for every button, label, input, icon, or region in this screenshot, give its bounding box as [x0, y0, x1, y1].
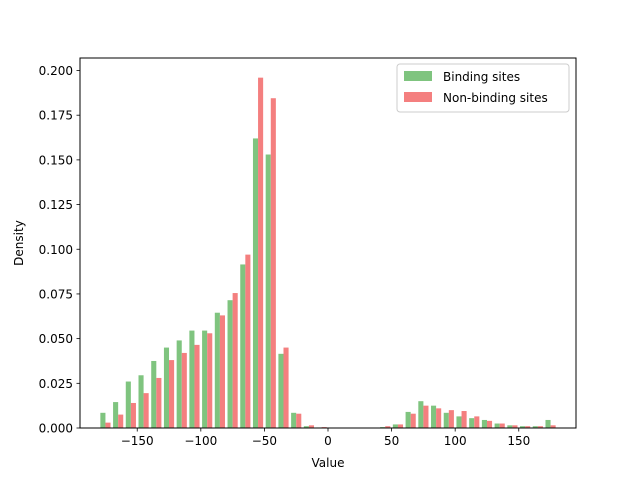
bar-non-binding-sites	[512, 425, 518, 428]
bar-non-binding-sites	[436, 408, 442, 428]
bar-non-binding-sites	[499, 423, 505, 428]
bar-non-binding-sites	[169, 360, 175, 428]
bar-binding-sites	[443, 412, 449, 428]
bar-non-binding-sites	[143, 393, 149, 428]
bar-binding-sites	[481, 419, 487, 428]
bar-binding-sites	[163, 347, 170, 428]
bar-binding-sites	[100, 412, 106, 428]
y-tick-label: 0.125	[39, 198, 73, 212]
bar-non-binding-sites	[397, 424, 404, 428]
bar-non-binding-sites	[270, 98, 276, 428]
bar-binding-sites	[227, 300, 233, 428]
y-tick-label: 0.075	[39, 287, 73, 301]
bar-binding-sites	[303, 426, 309, 428]
y-axis: 0.000 0.025 0.050 0.075 0.100 0.125 0.150 0.175…	[39, 64, 80, 436]
x-tick-label: −50	[252, 434, 277, 448]
bar-binding-sites	[113, 402, 119, 428]
x-tick-label: 150	[507, 434, 530, 448]
bar-non-binding-sites	[461, 411, 467, 428]
bar-non-binding-sites	[410, 413, 416, 428]
bar-binding-sites	[431, 405, 437, 428]
bar-non-binding-sites	[118, 414, 124, 428]
bar-binding-sites	[151, 360, 157, 428]
bar-binding-sites	[520, 426, 526, 428]
bar-binding-sites	[138, 375, 144, 428]
bar-binding-sites	[202, 330, 208, 428]
x-tick-label: −100	[184, 434, 217, 448]
y-tick-label: 0.175	[39, 109, 73, 123]
bar-binding-sites	[125, 381, 131, 428]
bar-non-binding-sites	[219, 315, 225, 428]
bars-layer	[100, 77, 556, 428]
x-tick-label: 0	[324, 434, 332, 448]
bar-non-binding-sites	[245, 254, 251, 428]
legend-label-non-binding-sites: Non-binding sites	[443, 91, 548, 105]
bar-non-binding-sites	[258, 77, 264, 428]
bar-non-binding-sites	[486, 420, 493, 428]
bar-binding-sites	[507, 425, 513, 428]
bar-non-binding-sites	[525, 426, 531, 428]
y-tick-label: 0.100	[39, 243, 73, 257]
bar-non-binding-sites	[156, 377, 162, 428]
legend: Binding sites Non-binding sites	[396, 63, 570, 113]
y-axis-label: Density	[12, 220, 26, 266]
legend-label-binding-sites: Binding sites	[443, 70, 520, 84]
bar-binding-sites	[278, 353, 284, 428]
bar-non-binding-sites	[207, 333, 213, 428]
legend-swatch-non-binding-sites	[404, 92, 432, 102]
bar-binding-sites	[456, 416, 462, 428]
legend-frame	[396, 63, 570, 113]
bar-non-binding-sites	[308, 425, 315, 428]
x-axis-label: Value	[312, 456, 345, 470]
bar-binding-sites	[240, 264, 246, 428]
bar-binding-sites	[252, 138, 259, 428]
bar-non-binding-sites	[181, 352, 187, 428]
bar-non-binding-sites	[550, 425, 556, 428]
bar-non-binding-sites	[194, 344, 200, 428]
bar-non-binding-sites	[385, 426, 391, 428]
bar-binding-sites	[494, 423, 500, 428]
bar-non-binding-sites	[130, 402, 136, 428]
bar-binding-sites	[532, 426, 538, 428]
bar-binding-sites	[392, 424, 398, 428]
x-axis: −150 −100 −50 0 50 100 150	[121, 428, 530, 448]
y-tick-label: 0.050	[39, 332, 73, 346]
bar-non-binding-sites	[448, 410, 454, 428]
y-tick-label: 0.150	[39, 153, 73, 167]
bar-non-binding-sites	[474, 416, 480, 428]
bar-binding-sites	[176, 340, 182, 428]
x-tick-label: 100	[444, 434, 467, 448]
legend-swatch-binding-sites	[404, 71, 432, 81]
bar-non-binding-sites	[105, 422, 111, 428]
bar-non-binding-sites	[232, 293, 238, 428]
bar-non-binding-sites	[423, 405, 429, 428]
bar-binding-sites	[189, 330, 195, 428]
bar-binding-sites	[214, 312, 220, 428]
bar-non-binding-sites	[537, 426, 543, 428]
bar-binding-sites	[418, 401, 424, 428]
bar-non-binding-sites	[296, 413, 302, 428]
bar-non-binding-sites	[283, 347, 289, 428]
y-tick-label: 0.025	[39, 377, 73, 391]
bar-binding-sites	[291, 412, 297, 428]
bar-binding-sites	[265, 154, 271, 428]
x-tick-label: 50	[384, 434, 399, 448]
bar-binding-sites	[469, 418, 475, 428]
bar-binding-sites	[545, 419, 551, 428]
x-tick-label: −150	[121, 434, 154, 448]
y-tick-label: 0.000	[39, 422, 73, 436]
y-tick-label: 0.200	[39, 64, 73, 78]
bar-binding-sites	[405, 411, 411, 428]
